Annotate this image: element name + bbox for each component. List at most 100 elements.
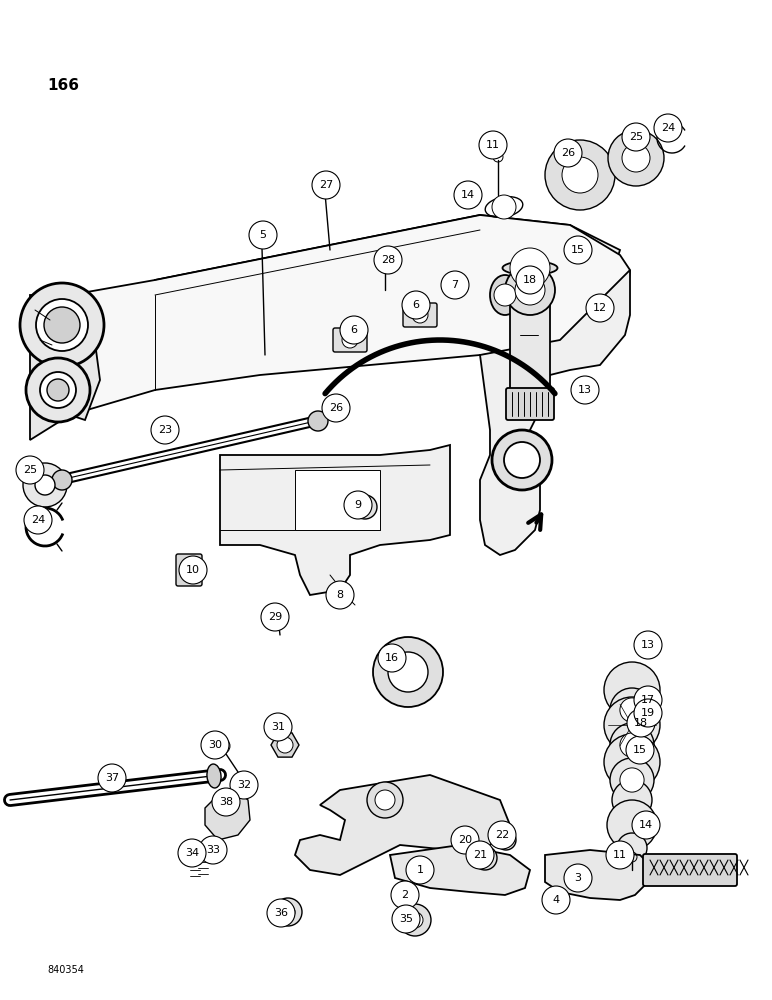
Circle shape [545,140,615,210]
Circle shape [178,839,206,867]
Circle shape [406,856,434,884]
Circle shape [412,307,428,323]
Circle shape [620,698,644,722]
Circle shape [441,271,469,299]
Circle shape [608,130,664,186]
Circle shape [367,782,403,818]
Circle shape [322,394,350,422]
Text: 29: 29 [268,612,282,622]
Circle shape [199,836,227,864]
Polygon shape [220,445,450,595]
Circle shape [399,904,431,936]
Circle shape [391,881,419,909]
Text: 16: 16 [385,653,399,663]
Circle shape [632,811,660,839]
Circle shape [516,266,544,294]
Circle shape [26,358,90,422]
Text: 11: 11 [613,850,627,860]
Circle shape [634,631,662,659]
Text: 28: 28 [381,255,395,265]
Text: 13: 13 [641,640,655,650]
Circle shape [98,764,126,792]
Circle shape [378,249,392,263]
Circle shape [342,332,358,348]
Circle shape [230,771,258,799]
FancyBboxPatch shape [506,388,554,420]
Circle shape [479,131,507,159]
Circle shape [277,737,293,753]
Circle shape [571,376,599,404]
Circle shape [340,316,368,344]
Ellipse shape [490,275,520,315]
Circle shape [326,581,354,609]
Text: 25: 25 [23,465,37,475]
Text: 37: 37 [105,773,119,783]
Circle shape [274,898,302,926]
Text: 12: 12 [593,303,607,313]
Text: 35: 35 [399,914,413,924]
Text: 15: 15 [571,245,585,255]
Circle shape [564,864,592,892]
Circle shape [214,738,230,754]
Text: 38: 38 [219,797,233,807]
Circle shape [321,186,331,196]
Circle shape [374,246,402,274]
Circle shape [634,699,662,727]
Text: 24: 24 [661,123,676,133]
Circle shape [281,905,295,919]
Text: 17: 17 [641,695,655,705]
Circle shape [40,372,76,408]
Text: 26: 26 [329,403,343,413]
Circle shape [473,846,497,870]
Text: 5: 5 [259,230,266,240]
Circle shape [626,736,654,764]
Text: 34: 34 [185,848,199,858]
Circle shape [454,181,482,209]
Circle shape [249,221,277,249]
Circle shape [35,475,55,495]
Text: 15: 15 [633,745,647,755]
Circle shape [492,430,552,490]
Circle shape [179,556,207,584]
Polygon shape [480,270,630,555]
Circle shape [20,283,104,367]
Circle shape [586,294,614,322]
Circle shape [504,442,540,478]
Polygon shape [271,733,299,757]
Circle shape [16,456,44,484]
Circle shape [44,307,80,343]
Text: 30: 30 [208,740,222,750]
Circle shape [388,652,428,692]
Text: 8: 8 [337,590,344,600]
Circle shape [264,713,292,741]
Circle shape [402,291,430,319]
Circle shape [604,662,660,718]
Circle shape [496,830,516,850]
Text: 6: 6 [350,325,357,335]
Polygon shape [70,215,630,415]
Circle shape [620,733,644,757]
Text: 26: 26 [561,148,575,158]
Circle shape [267,899,295,927]
Circle shape [24,506,52,534]
Text: 18: 18 [634,718,648,728]
Circle shape [378,644,406,672]
Text: 33: 33 [206,845,220,855]
Circle shape [308,411,328,431]
Text: 840354: 840354 [47,965,84,975]
Text: 3: 3 [574,873,581,883]
Text: 20: 20 [458,835,472,845]
Circle shape [606,841,634,869]
Text: 4: 4 [553,895,560,905]
Polygon shape [545,850,650,900]
Circle shape [212,788,240,816]
Circle shape [52,470,72,490]
Text: 18: 18 [523,275,537,285]
Circle shape [554,139,582,167]
Text: 13: 13 [578,385,592,395]
Polygon shape [295,470,380,530]
Circle shape [610,723,654,767]
Circle shape [654,114,682,142]
Text: 23: 23 [158,425,172,435]
FancyBboxPatch shape [403,303,437,327]
